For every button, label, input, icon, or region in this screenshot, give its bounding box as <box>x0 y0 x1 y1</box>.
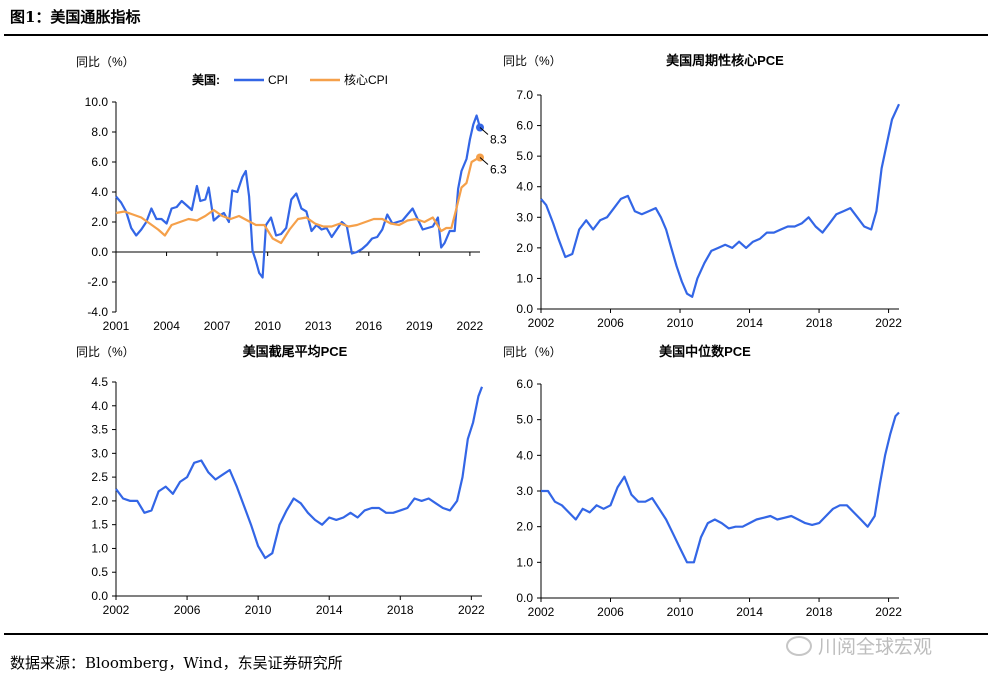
x-tick-label: 2010 <box>254 319 281 333</box>
y-tick-label: 4.0 <box>91 399 108 413</box>
x-tick-label: 2002 <box>528 316 555 330</box>
y-tick-label: 6.0 <box>516 119 533 133</box>
y-axis-label: 同比（%） <box>76 345 135 359</box>
x-tick-label: 2018 <box>387 603 414 617</box>
x-tick-label: 2013 <box>305 319 332 333</box>
y-tick-label: 2.0 <box>516 241 533 255</box>
x-tick-label: 2006 <box>597 316 624 330</box>
y-tick-label: 1.0 <box>516 555 533 569</box>
series-line-pce <box>115 386 484 560</box>
chart-title: 美国截尾平均PCE <box>243 344 348 359</box>
y-tick-label: 2.0 <box>91 215 108 229</box>
y-tick-label: 0.5 <box>91 565 108 579</box>
y-tick-label: 1.0 <box>91 541 108 555</box>
y-tick-label: 6.0 <box>91 155 108 169</box>
annotation-label-0: 8.3 <box>490 133 507 147</box>
x-tick-label: 2016 <box>355 319 382 333</box>
x-tick-label: 2002 <box>103 603 130 617</box>
y-tick-label: 4.0 <box>516 448 533 462</box>
x-tick-label: 2001 <box>103 319 130 333</box>
series-line-cpi1 <box>115 156 481 245</box>
y-tick-label: 3.0 <box>516 210 533 224</box>
y-tick-label: 5.0 <box>516 149 533 163</box>
x-tick-label: 2022 <box>458 603 485 617</box>
y-tick-label: 5.0 <box>516 413 533 427</box>
legend-label-0: CPI <box>268 73 288 87</box>
x-tick-label: 2006 <box>174 603 201 617</box>
source-note: 数据来源：Bloomberg，Wind，东吴证券研究所 <box>10 654 343 672</box>
y-tick-label: 0.0 <box>91 245 108 259</box>
x-tick-label: 2019 <box>406 319 433 333</box>
series-line-pce <box>541 411 900 564</box>
x-tick-label: 2010 <box>245 603 272 617</box>
x-tick-label: 2018 <box>806 316 833 330</box>
y-tick-label: 4.5 <box>91 375 108 389</box>
y-tick-label: 0.0 <box>516 302 533 316</box>
y-axis-label: 同比（%） <box>503 54 562 68</box>
x-tick-label: 2014 <box>736 605 763 619</box>
series-line-pce <box>540 103 901 298</box>
x-tick-label: 2022 <box>875 316 902 330</box>
y-tick-label: 3.0 <box>91 446 108 460</box>
y-tick-label: 0.0 <box>516 591 533 605</box>
y-tick-label: 8.0 <box>91 125 108 139</box>
x-tick-label: 2010 <box>667 316 694 330</box>
y-tick-label: 1.5 <box>91 518 108 532</box>
legend-label-1: 核心CPI <box>344 73 388 87</box>
y-tick-label: 3.0 <box>516 484 533 498</box>
chart-cyclical-core-pce: 同比（%） 美国周期性核心PCE7.06.05.04.03.02.01.00.02… <box>503 53 902 330</box>
y-tick-label: 10.0 <box>85 95 109 109</box>
y-tick-label: 2.0 <box>516 520 533 534</box>
y-tick-label: 0.0 <box>91 589 108 603</box>
x-tick-label: 2022 <box>875 605 902 619</box>
x-tick-label: 2010 <box>667 605 694 619</box>
figure-title: 图1：美国通胀指标 <box>10 8 141 26</box>
y-tick-label: 2.5 <box>91 470 108 484</box>
x-tick-label: 2004 <box>153 319 180 333</box>
y-tick-label: 4.0 <box>516 180 533 194</box>
x-tick-label: 2014 <box>736 316 763 330</box>
y-tick-label: 7.0 <box>516 88 533 102</box>
y-tick-label: 6.0 <box>516 377 533 391</box>
y-tick-label: -4.0 <box>87 305 108 319</box>
x-tick-label: 2002 <box>528 605 555 619</box>
watermark: 川阅全球宏观 <box>786 632 932 659</box>
chart-trimmed-mean-pce: 同比（%） 美国截尾平均PCE 4.5 4.0 3.5 3.0 2.5 2.0 1.5 1.0 0.… <box>76 344 485 617</box>
y-tick-label: -2.0 <box>87 275 108 289</box>
y-tick-label: 4.0 <box>91 185 108 199</box>
chart-title: 美国中位数PCE <box>659 344 751 359</box>
annotation-label-1: 6.3 <box>490 163 507 177</box>
annotation-leader-0 <box>479 127 489 135</box>
y-tick-label: 1.0 <box>516 271 533 285</box>
series-line-cpi0 <box>115 114 482 279</box>
top-rule <box>4 34 988 36</box>
y-tick-label: 2.0 <box>91 494 108 508</box>
x-tick-label: 2007 <box>204 319 231 333</box>
x-tick-label: 2006 <box>597 605 624 619</box>
y-tick-label: 3.5 <box>91 423 108 437</box>
bottom-rule <box>4 633 988 635</box>
x-tick-label: 2014 <box>316 603 343 617</box>
legend-prefix: 美国: <box>192 72 220 87</box>
x-tick-label: 2022 <box>457 319 484 333</box>
annotation-leader-1 <box>479 157 489 165</box>
y-axis-label: 同比（%） <box>76 55 135 69</box>
chart-title: 美国周期性核心PCE <box>666 53 784 68</box>
watermark-text: 川阅全球宏观 <box>818 636 933 658</box>
y-axis-label: 同比（%） <box>503 345 562 359</box>
x-tick-label: 2018 <box>806 605 833 619</box>
wechat-icon <box>786 635 812 656</box>
